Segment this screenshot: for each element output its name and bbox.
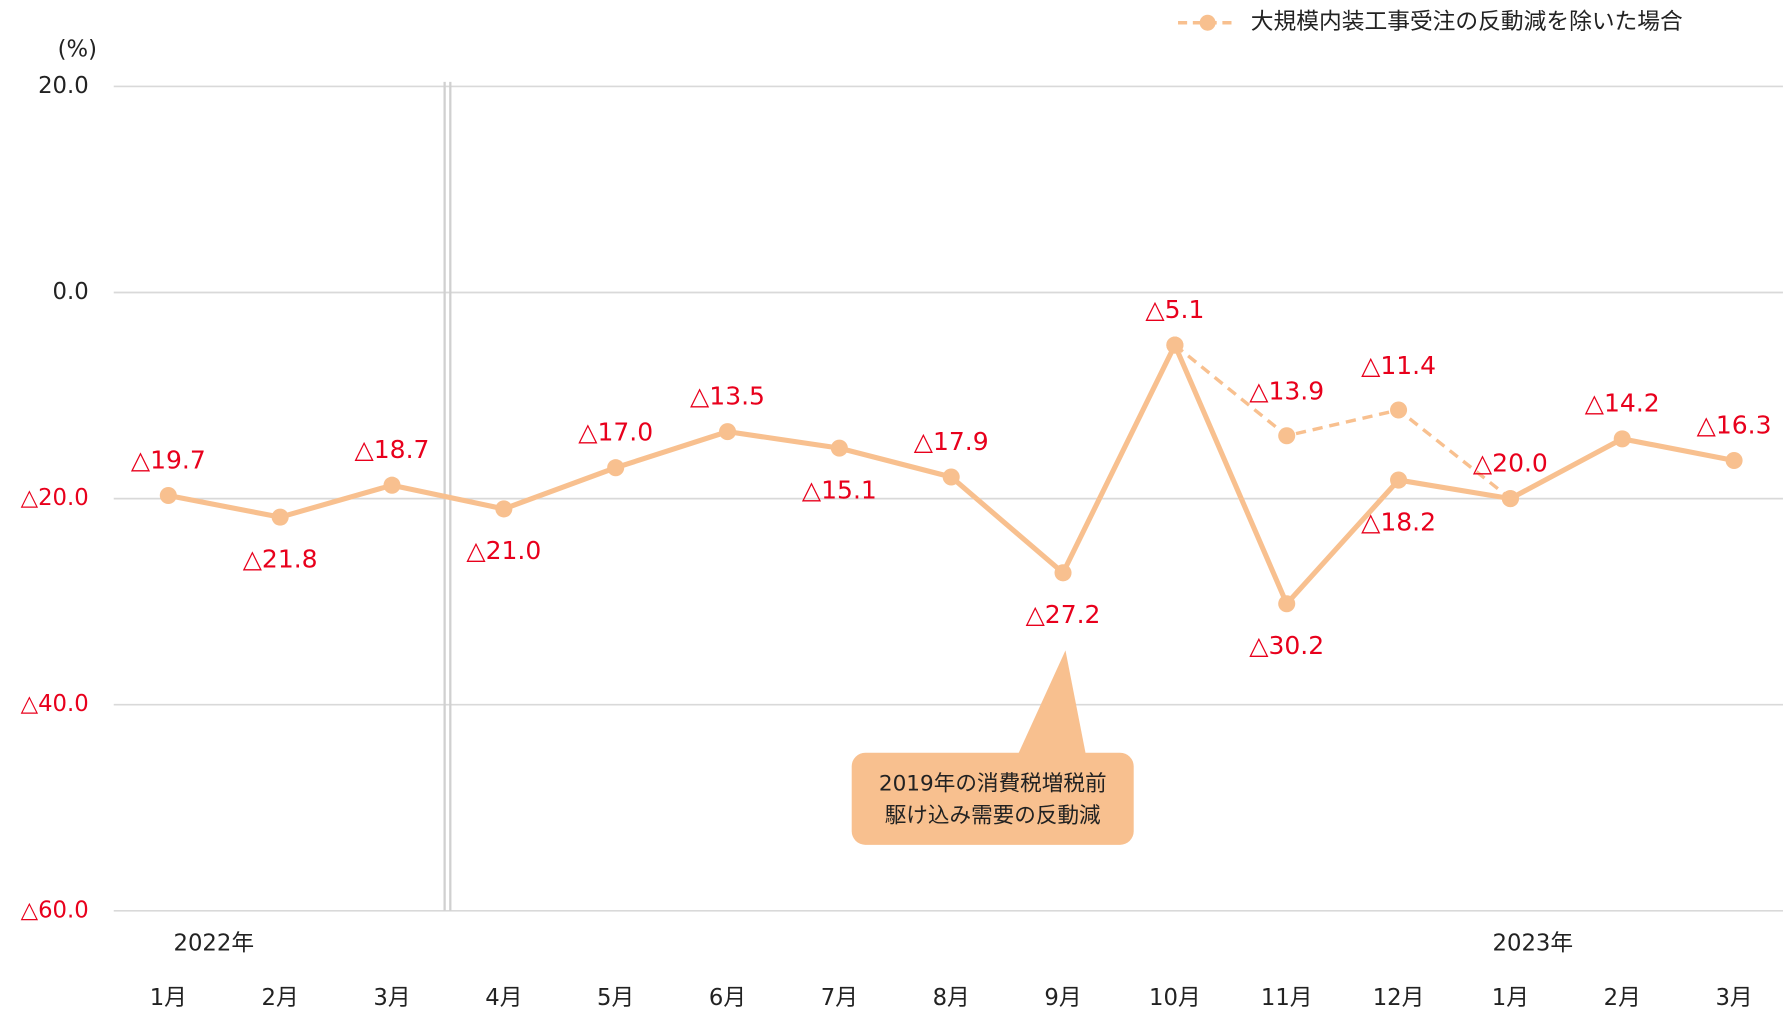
y-tick-label: 20.0 bbox=[38, 73, 89, 99]
callout-pointer bbox=[1017, 650, 1086, 756]
x-tick-label: 5月 bbox=[597, 985, 634, 1011]
dashed-line bbox=[1173, 343, 1512, 500]
annotation-text: 駆け込み需要の反動減 bbox=[885, 803, 1101, 828]
x-tick-label: 1月 bbox=[150, 985, 187, 1011]
x-tick-label: 8月 bbox=[933, 985, 970, 1011]
year-label: 2022年 bbox=[174, 930, 255, 956]
point bbox=[1390, 471, 1408, 489]
y-tick-label: 0.0 bbox=[53, 279, 89, 305]
data-label: △27.2 bbox=[1026, 600, 1101, 629]
annotation-text: 2019年の消費税増税前 bbox=[879, 772, 1107, 797]
point bbox=[1278, 427, 1296, 445]
legend-label: 大規模内装工事受注の反動減を除いた場合 bbox=[1251, 9, 1683, 35]
x-tick-label: 2月 bbox=[262, 985, 299, 1011]
data-label: △14.2 bbox=[1585, 389, 1660, 418]
data-label: △18.2 bbox=[1361, 507, 1436, 536]
data-label: △30.2 bbox=[1249, 631, 1324, 660]
point bbox=[1725, 451, 1743, 470]
point bbox=[159, 486, 177, 505]
point bbox=[271, 508, 289, 526]
point bbox=[607, 459, 625, 477]
point bbox=[1501, 490, 1519, 508]
point bbox=[1166, 336, 1184, 354]
y-unit: (%) bbox=[58, 37, 97, 63]
data-label: △18.7 bbox=[355, 435, 430, 464]
point bbox=[1054, 564, 1072, 582]
data-label: △15.1 bbox=[802, 475, 877, 504]
point bbox=[942, 468, 960, 486]
x-tick-label: 9月 bbox=[1044, 985, 1081, 1011]
point bbox=[1390, 401, 1408, 419]
y-tick-label: △60.0 bbox=[21, 897, 89, 923]
x-tick-label: 10月 bbox=[1149, 985, 1201, 1011]
data-label: △5.1 bbox=[1145, 295, 1204, 324]
legend-marker bbox=[1199, 14, 1216, 31]
x-tick-label: 6月 bbox=[709, 985, 746, 1011]
x-tick-label: 3月 bbox=[373, 985, 410, 1011]
y-tick-label: △20.0 bbox=[21, 485, 89, 511]
point bbox=[495, 500, 513, 518]
x-tick-label: 2月 bbox=[1604, 985, 1641, 1011]
x-tick-label: 1月 bbox=[1492, 985, 1529, 1011]
data-label: △11.4 bbox=[1361, 351, 1436, 380]
data-label: △21.8 bbox=[243, 544, 318, 573]
legend: 大規模内装工事受注の反動減を除いた場合 bbox=[1178, 9, 1683, 35]
data-label: △17.0 bbox=[578, 418, 653, 447]
callout-box bbox=[851, 752, 1134, 845]
year-label: 2023年 bbox=[1493, 930, 1574, 956]
point bbox=[718, 423, 737, 441]
x-tick-label: 7月 bbox=[821, 985, 858, 1011]
data-label: △16.3 bbox=[1697, 410, 1772, 439]
data-label: △13.9 bbox=[1249, 377, 1324, 406]
point bbox=[830, 439, 848, 457]
point bbox=[1278, 595, 1296, 613]
x-tick-label: 4月 bbox=[485, 985, 522, 1011]
point bbox=[1613, 430, 1631, 448]
point bbox=[383, 476, 401, 494]
x-tick-label: 3月 bbox=[1715, 985, 1752, 1011]
annotation: 2019年の消費税増税前 駆け込み需要の反動減 bbox=[851, 650, 1134, 845]
y-tick-label: △40.0 bbox=[21, 691, 89, 717]
x-tick-label: 11月 bbox=[1261, 985, 1313, 1011]
data-label: △19.7 bbox=[131, 445, 206, 474]
data-label: △13.5 bbox=[690, 382, 765, 411]
data-label: △20.0 bbox=[1473, 448, 1548, 477]
data-label: △17.9 bbox=[914, 427, 989, 456]
x-tick-label: 12月 bbox=[1373, 985, 1425, 1011]
data-label: △21.0 bbox=[466, 536, 541, 565]
